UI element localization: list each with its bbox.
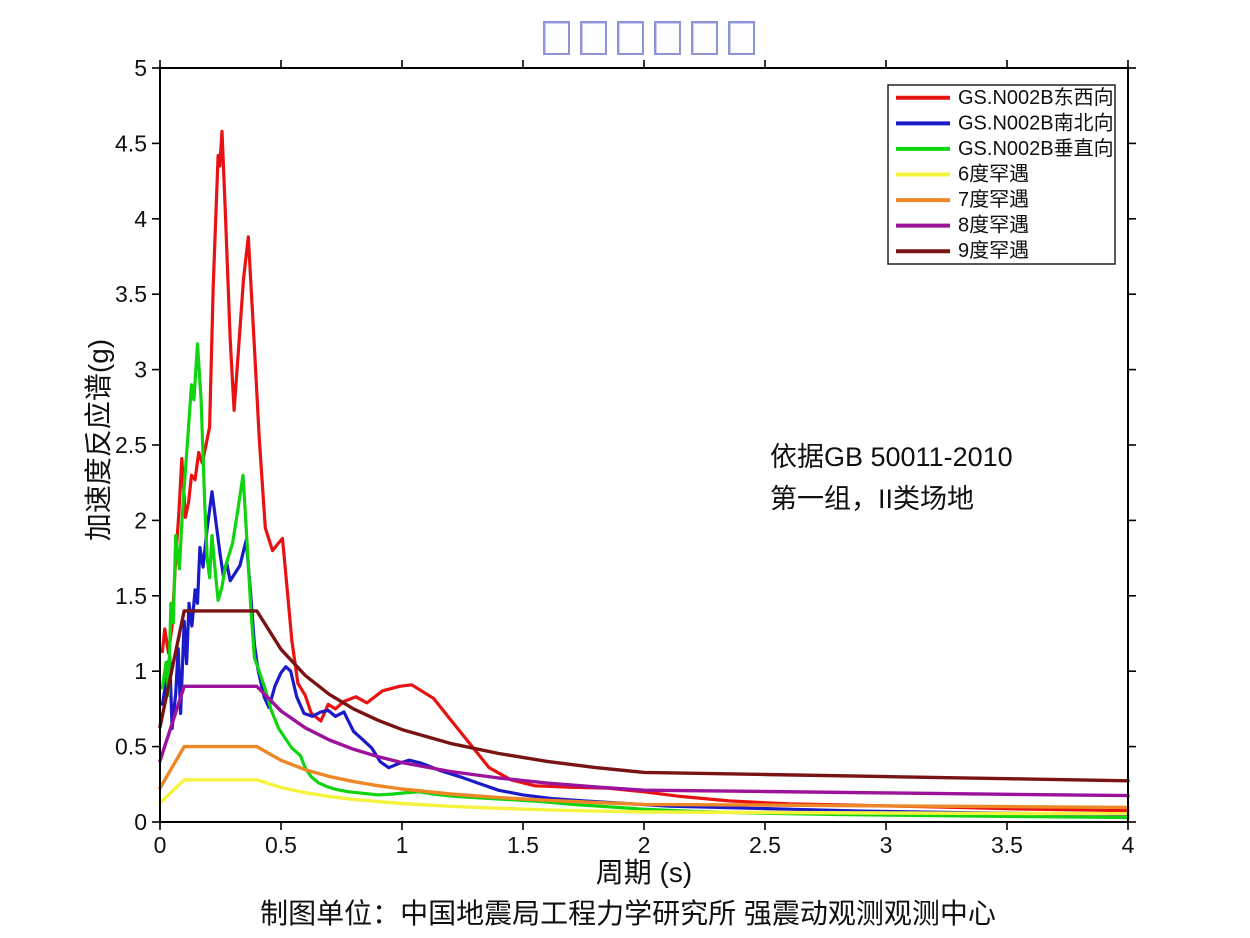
figure-title-missing-glyph-boxes xyxy=(543,21,755,55)
annotation-line-2: 第一组，II类场地 xyxy=(770,484,975,514)
title-missing-glyph-box xyxy=(543,21,570,55)
x-tick-label: 3 xyxy=(880,832,893,858)
series-line-ew xyxy=(160,129,1130,813)
y-tick-label: 4 xyxy=(134,206,147,232)
y-tick-label: 2.5 xyxy=(115,432,147,458)
annotation-line-1: 依据GB 50011-2010 xyxy=(770,442,1013,472)
title-missing-glyph-box xyxy=(728,21,755,55)
series-line-ud xyxy=(160,342,1130,820)
x-tick-label: 1.5 xyxy=(507,832,539,858)
legend-item-label: 7度罕遇 xyxy=(958,188,1029,211)
y-tick-label: 3 xyxy=(134,357,147,383)
series-line-rare6 xyxy=(158,778,1130,816)
title-missing-glyph-box xyxy=(654,21,681,55)
title-missing-glyph-box xyxy=(691,21,718,55)
legend-item-label: 8度罕遇 xyxy=(958,214,1029,237)
legend-item-label: GS.N002B南北向 xyxy=(958,111,1114,134)
series-line-rare8 xyxy=(158,684,1130,798)
series-line-rare9 xyxy=(158,609,1130,783)
title-missing-glyph-box xyxy=(580,21,607,55)
legend-item-label: GS.N002B垂直向 xyxy=(958,137,1114,160)
x-tick-label: 0 xyxy=(154,832,167,858)
y-tick-label: 5 xyxy=(134,55,147,81)
y-tick-label: 2 xyxy=(134,507,147,533)
series-line-ns xyxy=(160,490,1130,817)
series-line-rare7 xyxy=(158,744,1130,810)
y-tick-label: 3.5 xyxy=(115,281,147,307)
legend-item-label: GS.N002B东西向 xyxy=(958,86,1114,109)
y-tick-label: 0.5 xyxy=(115,734,147,760)
x-tick-label: 2 xyxy=(638,832,651,858)
y-tick-label: 4.5 xyxy=(115,130,147,156)
x-tick-label: 3.5 xyxy=(991,832,1023,858)
y-tick-label: 1 xyxy=(134,658,147,684)
x-tick-label: 0.5 xyxy=(265,832,297,858)
y-axis-label: 加速度反应谱(g) xyxy=(83,338,114,542)
y-tick-label: 0 xyxy=(134,809,147,835)
source-caption: 制图单位：中国地震局工程力学研究所 强震动观测观测中心 xyxy=(260,898,996,929)
y-tick-label: 1.5 xyxy=(115,583,147,609)
legend-item-label: 9度罕遇 xyxy=(958,239,1029,262)
x-axis-label: 周期 (s) xyxy=(595,857,693,888)
code-annotation: 依据GB 50011-2010 第一组，II类场地 xyxy=(770,436,1013,520)
legend-item-label: 6度罕遇 xyxy=(958,163,1029,186)
title-missing-glyph-box xyxy=(617,21,644,55)
x-tick-label: 4 xyxy=(1122,832,1135,858)
x-tick-label: 1 xyxy=(396,832,409,858)
x-tick-label: 2.5 xyxy=(749,832,781,858)
